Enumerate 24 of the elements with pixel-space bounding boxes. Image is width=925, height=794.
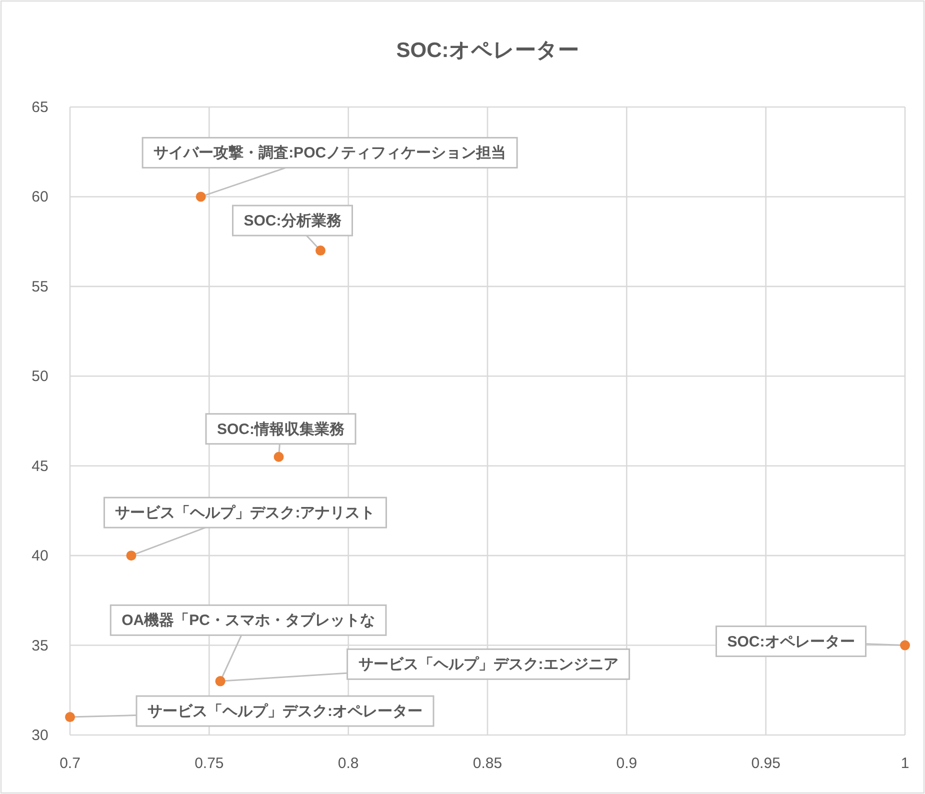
x-tick-label: 1: [900, 755, 910, 772]
annotation: SOC:分析業務: [244, 212, 342, 230]
x-tick-label: 0.7: [60, 755, 80, 772]
y-tick-label: 50: [32, 368, 48, 386]
x-tick-label: 0.9: [616, 755, 638, 772]
y-tick-label: 65: [32, 99, 48, 116]
x-tick-label: 0.75: [194, 755, 224, 772]
x-tick-label: 0.95: [751, 755, 780, 772]
y-tick-label: 55: [32, 278, 48, 296]
y-tick-label: 45: [32, 458, 48, 475]
annotation: SOC:情報収集業務: [217, 420, 346, 438]
annotation: SOC:オペレーター: [727, 633, 855, 650]
annotation: サービス「ヘルプ」デスク:オペレーター: [148, 703, 422, 720]
annotation: サイバー攻撃・調査:POCノティフィケーション担当: [154, 144, 506, 162]
y-tick-label: 40: [32, 548, 48, 565]
y-tick-label: 60: [32, 188, 48, 206]
x-tick-label: 0.85: [472, 755, 502, 772]
x-tick-label: 0.8: [338, 755, 359, 772]
y-tick-label: 35: [32, 637, 48, 654]
chart-title: SOC:オペレーター: [396, 39, 579, 62]
annotation: サービス「ヘルプ」デスク:アナリスト: [115, 504, 376, 522]
annotation: サービス「ヘルプ」デスク:エンジニア: [358, 656, 618, 674]
y-tick-label: 30: [32, 727, 48, 744]
annotation: OA機器「PC・スマホ・タブレットな: [122, 612, 375, 630]
